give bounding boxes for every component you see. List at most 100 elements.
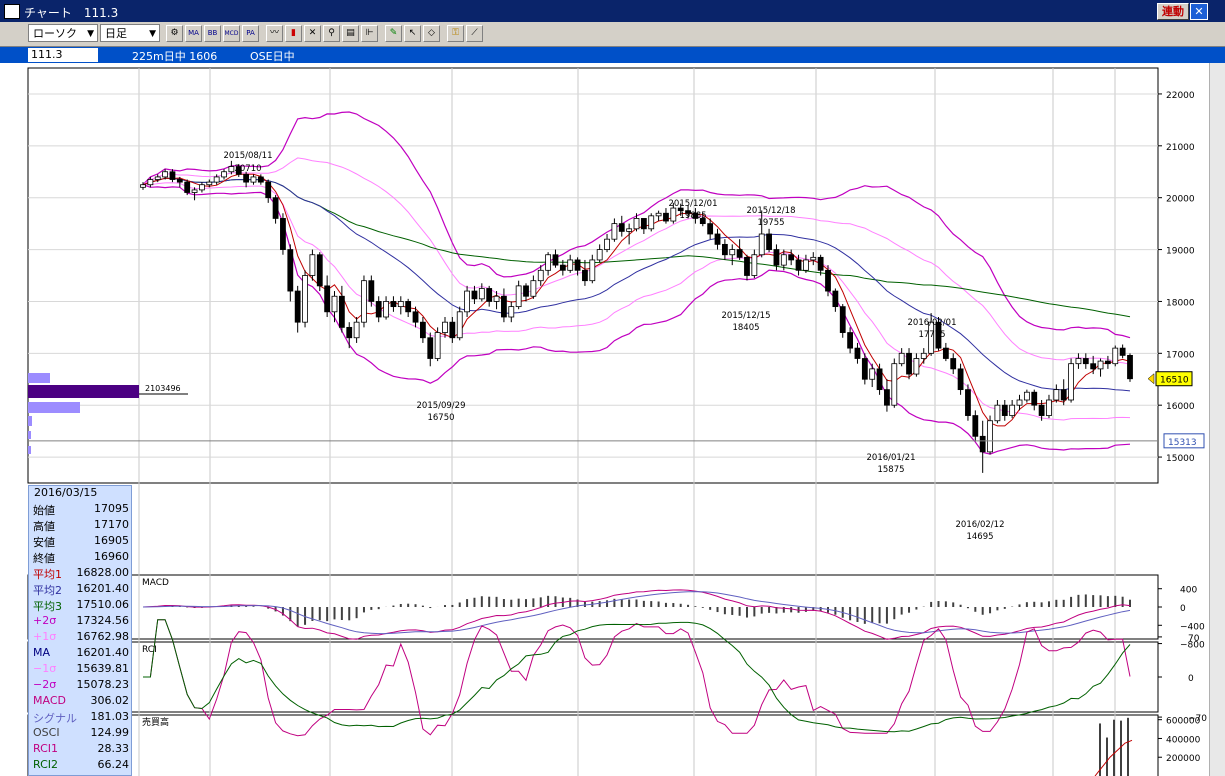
annotation-date: 2015/09/29 [417, 401, 466, 411]
info-row-value: 28.33 [97, 742, 130, 755]
bollinger-upper1-line [142, 157, 1131, 365]
toolbar: ローソク ▼ 日足 ▼ ⚙ MA BB MCD PA 〰 ▮ ✕ ⚲ ▤ ⊩ ✎… [0, 22, 1225, 47]
candle-body [523, 285, 529, 297]
line-icon[interactable]: 〰 [266, 25, 283, 42]
candle-body [280, 218, 286, 250]
candle-body [191, 189, 198, 193]
candle-body [869, 368, 876, 380]
print-icon[interactable]: ▤ [342, 25, 359, 42]
cursor-icon[interactable]: ↖ [404, 25, 421, 42]
info-row-label: −1σ [33, 662, 57, 675]
period-dropdown[interactable]: 日足 ▼ [100, 24, 160, 42]
market-name: OSE日中 [250, 50, 295, 63]
info-row-label: −2σ [33, 678, 57, 691]
price-tick-label: 17000 [1166, 350, 1195, 360]
rci-tick-label: −70 [1188, 714, 1207, 724]
chart-canvas[interactable]: 22000 21000 20000 19000 18000 17000 16000 15000… [0, 63, 1225, 776]
candle-body [1075, 358, 1082, 365]
cross-icon[interactable]: ✕ [304, 25, 321, 42]
info-row-label: 終値 [33, 552, 55, 565]
pa-icon[interactable]: PA [242, 25, 259, 42]
zoom-icon[interactable]: ⚲ [323, 25, 340, 42]
candle-body [1053, 389, 1060, 401]
volume-profile-bar [28, 446, 31, 454]
price-tick-label: 22000 [1166, 91, 1195, 101]
candle-body [928, 321, 935, 354]
candle-body [1038, 404, 1045, 416]
chart-type-dropdown[interactable]: ローソク ▼ [28, 24, 98, 42]
candle-body [788, 254, 795, 261]
info-row-value: 16828.00 [76, 566, 130, 579]
current-price-box [1155, 371, 1193, 387]
eraser-icon[interactable]: ◇ [423, 25, 440, 42]
info-row: MACD 306.02 [29, 694, 133, 710]
candle-body [346, 326, 353, 339]
key-icon[interactable]: ⚿ [447, 25, 464, 42]
fibonacci-icon[interactable]: ⊩ [361, 25, 378, 42]
candle-body [147, 179, 154, 186]
candle-body [272, 197, 279, 219]
info-row-label: RCI2 [33, 758, 59, 771]
candle-body [957, 368, 964, 391]
candle-body [1031, 391, 1038, 406]
info-row-value: 17095 [94, 502, 129, 515]
pen-icon[interactable]: ✎ [385, 25, 402, 42]
chart-type-value: ローソク [33, 27, 77, 40]
info-row-label: MA [33, 646, 51, 659]
candle-body [427, 337, 434, 359]
rci1-line [143, 619, 1131, 737]
candle-body [353, 321, 360, 339]
candle-body [1119, 347, 1126, 356]
volume-tick-label: 600000 [1166, 717, 1201, 727]
candle-body [471, 290, 478, 300]
annotation-value: 17775 [918, 330, 945, 340]
link-button[interactable]: 連動 [1157, 3, 1189, 20]
macd-icon[interactable]: MCD [223, 25, 240, 42]
volume-profile-bar [28, 402, 80, 413]
info-row-value: 17324.56 [76, 614, 130, 627]
chart-area[interactable]: 22000 21000 20000 19000 18000 17000 16000 15000… [0, 63, 1225, 776]
info-row: +2σ 17324.56 [29, 614, 133, 630]
candle-body [449, 321, 456, 339]
candle-body [648, 215, 655, 230]
candle-icon[interactable]: ▮ [285, 25, 302, 42]
symbol-code[interactable]: 111.3 [28, 48, 98, 62]
candle-body [670, 207, 677, 222]
ma-icon[interactable]: MA [185, 25, 202, 42]
candle-body [176, 179, 183, 183]
candle-body [1105, 360, 1111, 365]
annotation-value: 19755 [757, 218, 784, 228]
info-row: 平均2 16201.40 [29, 582, 133, 598]
candle-body [699, 218, 706, 225]
candle-body [361, 280, 367, 323]
candle-body [567, 259, 574, 271]
candle-body [199, 184, 205, 191]
candle-body [942, 347, 949, 359]
info-row: MA 16201.40 [29, 646, 133, 662]
ohlc-info-panel: 2016/03/15 始値 17095 高値 17170 安値 16905 終値 16960 平… [28, 485, 132, 776]
candle-body [692, 212, 699, 219]
price-tick-label: 16000 [1166, 402, 1195, 412]
bollinger-lower1-line [143, 182, 1131, 421]
trend-icon[interactable]: ⟋ [466, 25, 483, 42]
close-icon[interactable]: ✕ [1190, 3, 1208, 20]
candle-body [184, 181, 191, 193]
candle-body [206, 181, 213, 186]
candle-body [685, 210, 691, 214]
annotation-date: 2015/12/15 [722, 311, 771, 321]
candle-body [390, 301, 397, 308]
annotation-date: 2015/12/01 [669, 199, 718, 209]
candle-body [1082, 358, 1089, 365]
candle-body [721, 243, 728, 256]
settings-icon[interactable]: ⚙ [166, 25, 183, 42]
info-row-label: +2σ [33, 614, 57, 627]
rci-title: RCI [142, 645, 157, 655]
candle-body [736, 249, 743, 258]
price-level-box [1163, 433, 1205, 449]
vertical-scrollbar[interactable] [1209, 63, 1225, 776]
macd-tick-label: 0 [1180, 604, 1186, 614]
candle-body [331, 295, 338, 313]
bb-icon[interactable]: BB [204, 25, 221, 42]
candle-body [228, 166, 235, 173]
candle-body [861, 358, 868, 380]
